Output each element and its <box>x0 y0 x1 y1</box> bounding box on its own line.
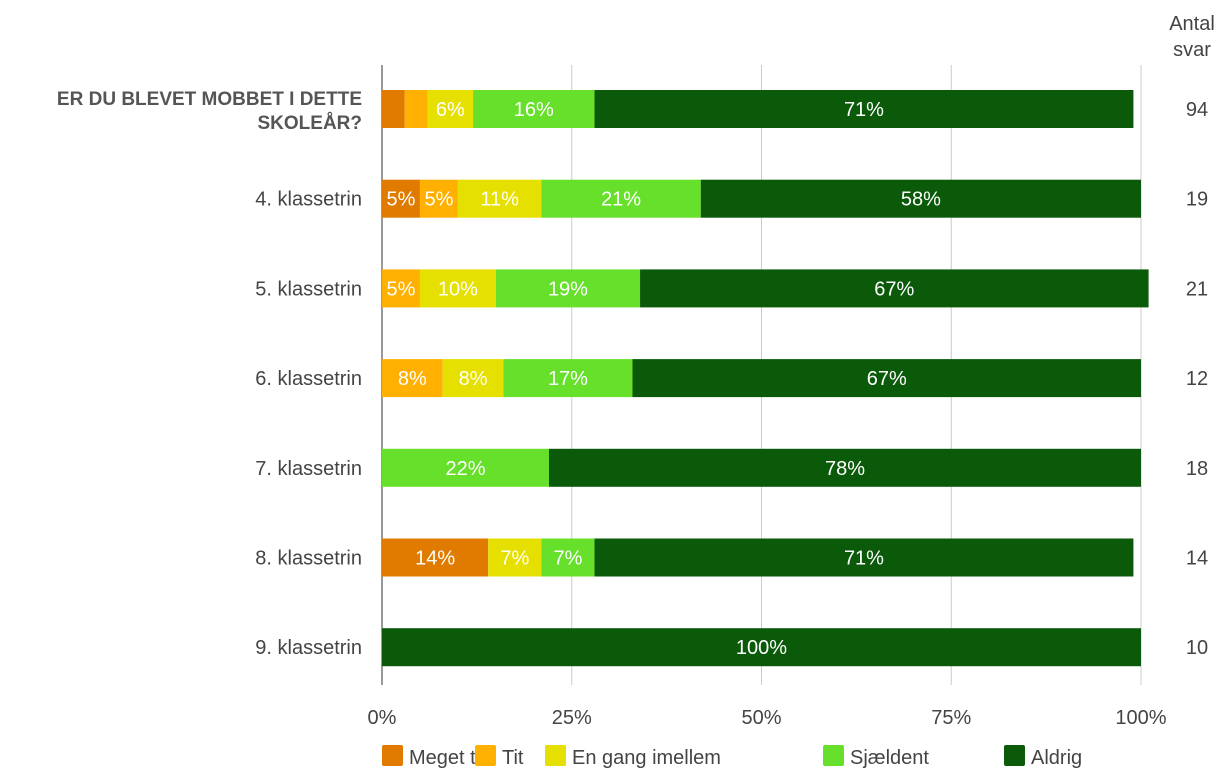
bar-segment <box>382 90 405 128</box>
category-label: 4. klassetrin <box>255 189 362 211</box>
bar-segment <box>382 538 489 577</box>
data-label: 8% <box>398 368 427 390</box>
count-value: 19 <box>1186 189 1208 211</box>
count-header-line2: svar <box>1173 39 1211 61</box>
bar-segment <box>700 179 1141 218</box>
data-label: 10% <box>438 278 478 300</box>
x-tick-label: 0% <box>368 707 397 729</box>
data-label: 5% <box>424 189 453 211</box>
data-label: 5% <box>387 278 416 300</box>
bar-segment <box>473 90 595 128</box>
legend-swatch <box>1004 745 1025 766</box>
data-label: 67% <box>874 278 914 300</box>
data-label: 19% <box>548 278 588 300</box>
x-tick-label: 25% <box>552 707 592 729</box>
data-label: 6% <box>436 99 465 121</box>
bar-segment <box>548 448 1141 487</box>
x-axis-ticks: 0% 25% 50% 75% 100% <box>368 707 1167 729</box>
bar-segment <box>640 269 1149 308</box>
data-label: 5% <box>387 189 416 211</box>
bar-segment <box>419 269 496 308</box>
data-label: 7% <box>554 548 583 570</box>
bar-segment <box>594 90 1134 128</box>
data-label: 8% <box>459 368 488 390</box>
legend: Meget tit Tit En gang imellem Sjældent Aldri… <box>382 745 1082 769</box>
legend-label: Sjældent <box>850 747 929 769</box>
category-label: 8. klassetrin <box>255 548 362 570</box>
count-value: 14 <box>1186 548 1208 570</box>
data-label: 16% <box>514 99 554 121</box>
category-label: 7. klassetrin <box>255 458 362 480</box>
question-label-line1: ER DU BLEVET MOBBET I DETTE <box>57 89 362 110</box>
legend-label: En gang imellem <box>572 747 721 769</box>
bar-segment <box>594 538 1134 577</box>
bar-segment <box>382 359 443 398</box>
bar-segment <box>541 179 701 218</box>
data-label: 7% <box>500 548 529 570</box>
legend-label: Meget tit <box>409 747 486 769</box>
count-value: 21 <box>1186 278 1208 300</box>
count-labels: Antal svar 94 19 21 12 18 14 10 <box>1169 13 1215 659</box>
x-tick-label: 75% <box>931 707 971 729</box>
bar-segment <box>382 179 420 218</box>
bar-segment <box>457 179 542 218</box>
bar-segment <box>382 448 549 487</box>
legend-label: Aldrig <box>1031 747 1082 769</box>
bar-segment <box>382 628 1141 667</box>
count-value: 12 <box>1186 368 1208 390</box>
x-tick-label: 50% <box>741 707 781 729</box>
data-label: 100% <box>736 637 787 659</box>
bar-segment <box>419 179 458 218</box>
bar-segment <box>541 538 595 577</box>
count-value: 10 <box>1186 637 1208 659</box>
x-tick-label: 100% <box>1115 707 1166 729</box>
data-label: 11% <box>480 189 519 211</box>
count-value: 18 <box>1186 458 1208 480</box>
data-label: 21% <box>601 189 641 211</box>
category-label: 9. klassetrin <box>255 637 362 659</box>
bar-segment <box>442 359 504 398</box>
category-label: 5. klassetrin <box>255 278 362 300</box>
legend-label: Tit <box>502 747 524 769</box>
bar-segment <box>503 359 633 398</box>
data-label: 71% <box>844 99 884 121</box>
category-label: 6. klassetrin <box>255 368 362 390</box>
data-label: 58% <box>901 189 941 211</box>
bar-segment <box>495 269 641 308</box>
bar-segment <box>382 269 420 308</box>
bar-segment <box>488 538 542 577</box>
data-label: 67% <box>867 368 907 390</box>
bar-segment <box>404 90 428 128</box>
data-label: 71% <box>844 548 884 570</box>
legend-swatch <box>545 745 566 766</box>
question-label-line2: SKOLEÅR? <box>258 113 363 134</box>
data-label: 14% <box>415 548 455 570</box>
bars: 6% 16% 71% 5% 5% 11% 21% 58% 5% 10% 19% 67% 8% 8% 17% 6… <box>382 90 1149 667</box>
bar-segment <box>427 90 474 128</box>
bar-segment <box>632 359 1141 398</box>
count-value: 94 <box>1186 99 1208 121</box>
data-label: 17% <box>548 368 588 390</box>
legend-swatch <box>823 745 844 766</box>
category-labels: ER DU BLEVET MOBBET I DETTE SKOLEÅR? 4. kl… <box>57 89 362 659</box>
data-label: 78% <box>825 458 865 480</box>
legend-swatch <box>382 745 403 766</box>
count-header-line1: Antal <box>1169 13 1215 35</box>
legend-swatch <box>475 745 496 766</box>
data-label: 22% <box>445 458 485 480</box>
